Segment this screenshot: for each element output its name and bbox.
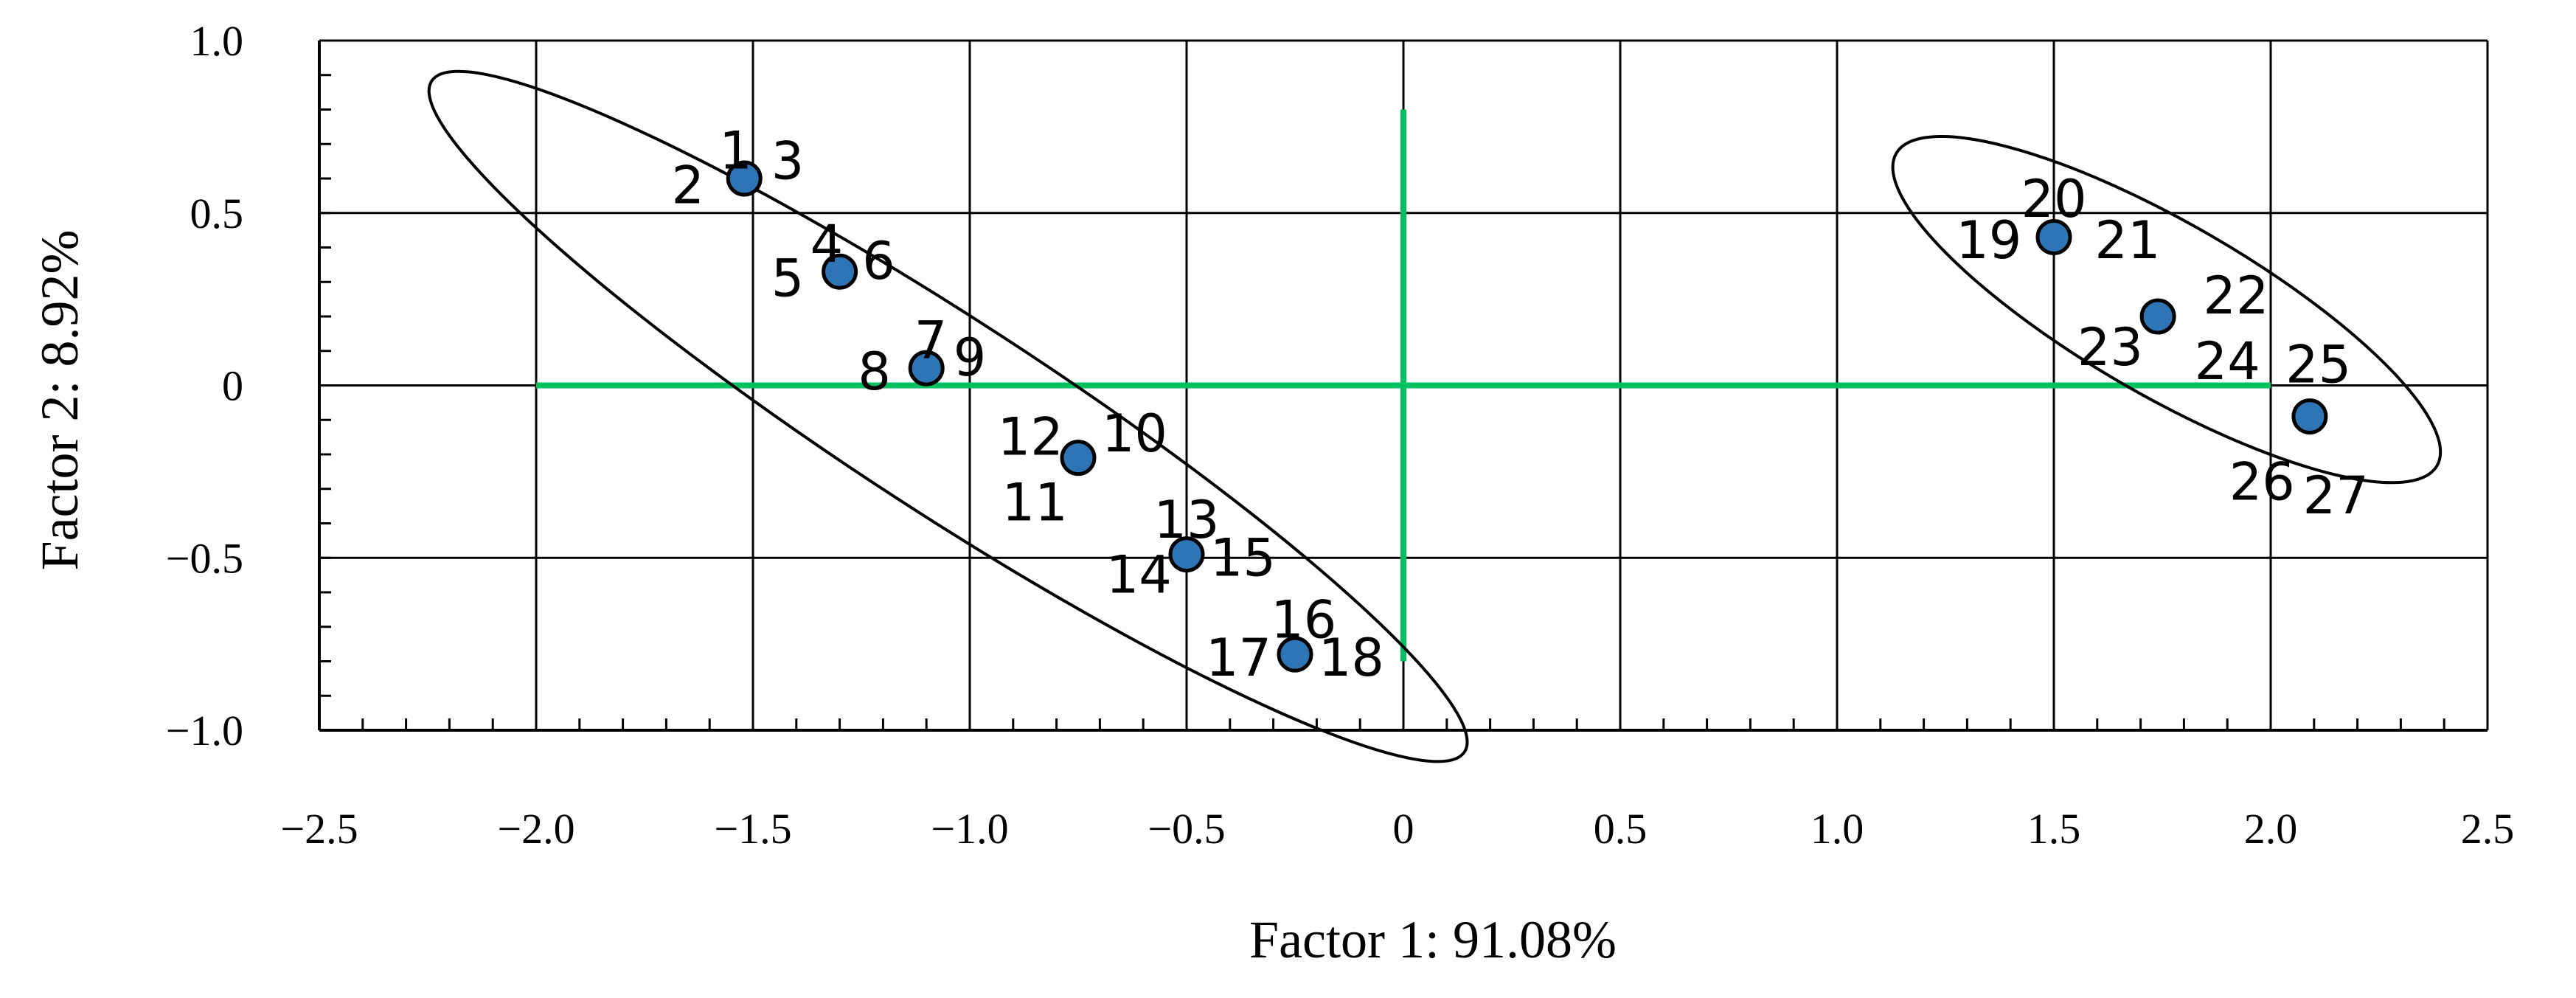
point-label-6: 6 [862, 231, 895, 291]
x-tick-label: −2.0 [497, 805, 574, 853]
point-label-10: 10 [1102, 403, 1167, 464]
x-tick-label: −0.5 [1148, 805, 1225, 853]
y-tick-label: −1.0 [166, 707, 243, 755]
data-point-4 [1060, 440, 1097, 477]
data-point-8 [2139, 298, 2176, 335]
data-point-6 [1277, 636, 1313, 673]
data-point-2 [822, 253, 858, 290]
point-label-5: 5 [771, 249, 805, 309]
point-label-24: 24 [2195, 331, 2260, 392]
y-tick-label: 0.5 [190, 190, 244, 238]
point-label-20: 20 [2021, 169, 2086, 229]
data-point-9 [2291, 398, 2328, 435]
x-tick-label: 2.5 [2461, 805, 2515, 853]
y-axis-title: Factor 2: 8.92% [30, 230, 89, 571]
data-point-7 [2035, 218, 2072, 255]
x-tick-label: 1.5 [2027, 805, 2081, 853]
y-tick-label: 1.0 [190, 17, 244, 65]
x-tick-label: 0.5 [1594, 805, 1648, 853]
x-tick-label: 0 [1393, 805, 1414, 853]
x-tick-label: −2.5 [280, 805, 358, 853]
point-label-14: 14 [1106, 545, 1172, 606]
point-label-17: 17 [1206, 628, 1271, 688]
point-label-23: 23 [2077, 317, 2143, 378]
point-label-1: 1 [719, 121, 752, 181]
point-label-12: 12 [998, 407, 1063, 468]
point-label-11: 11 [1002, 472, 1068, 533]
point-label-9: 9 [954, 328, 987, 388]
point-label-13: 13 [1153, 490, 1219, 550]
y-tick-label: −0.5 [166, 534, 243, 582]
point-label-16: 16 [1271, 589, 1336, 650]
point-label-21: 21 [2094, 210, 2160, 271]
point-label-25: 25 [2285, 334, 2351, 395]
data-point-5 [1168, 536, 1205, 573]
cluster-ellipse-1 [427, 69, 1469, 763]
x-axis-title: Factor 1: 91.08% [1249, 910, 1617, 969]
cluster-ellipses [427, 69, 2443, 763]
point-label-22: 22 [2203, 266, 2268, 326]
point-label-27: 27 [2303, 465, 2369, 526]
point-label-2: 2 [672, 155, 705, 215]
y-tick-label: 0 [222, 362, 243, 410]
point-label-18: 18 [1319, 628, 1384, 688]
point-label-8: 8 [858, 342, 891, 402]
tick-labels: −2.5 −2.0 −1.5 −1.0 −0.5 0 0.5 1.0 1.5 2.0 2.5 1.0 0… [166, 17, 2514, 853]
point-label-4: 4 [810, 214, 844, 274]
x-tick-label: 2.0 [2244, 805, 2298, 853]
x-tick-label: 1.0 [1811, 805, 1864, 853]
reference-lines [536, 109, 2271, 662]
cluster-ellipse-2 [1891, 135, 2443, 485]
point-label-15: 15 [1210, 527, 1276, 588]
point-label-19: 19 [1956, 210, 2021, 271]
x-tick-label: −1.5 [714, 805, 791, 853]
data-point-3 [908, 350, 945, 387]
data-point-1 [726, 160, 763, 197]
plot-frame [318, 39, 2489, 732]
x-tick-label: −1.0 [931, 805, 1008, 853]
data-points [726, 160, 2328, 673]
point-label-7: 7 [914, 311, 948, 371]
point-label-26: 26 [2229, 451, 2295, 512]
point-label-3: 3 [771, 131, 805, 192]
